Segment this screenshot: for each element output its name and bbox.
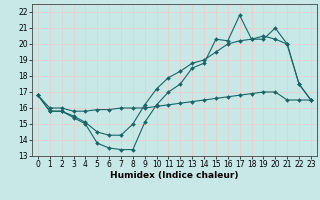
X-axis label: Humidex (Indice chaleur): Humidex (Indice chaleur) xyxy=(110,171,239,180)
